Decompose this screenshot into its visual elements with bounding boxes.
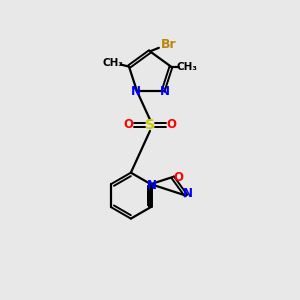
Text: N: N <box>160 85 170 98</box>
Text: O: O <box>124 118 134 131</box>
Text: O: O <box>166 118 176 131</box>
Text: N: N <box>147 179 157 192</box>
Text: CH₃: CH₃ <box>102 58 123 68</box>
Text: N: N <box>183 188 193 200</box>
Text: Br: Br <box>160 38 176 51</box>
Text: S: S <box>145 118 155 132</box>
Text: CH₃: CH₃ <box>177 61 198 72</box>
Text: N: N <box>130 85 140 98</box>
Text: O: O <box>173 171 183 184</box>
